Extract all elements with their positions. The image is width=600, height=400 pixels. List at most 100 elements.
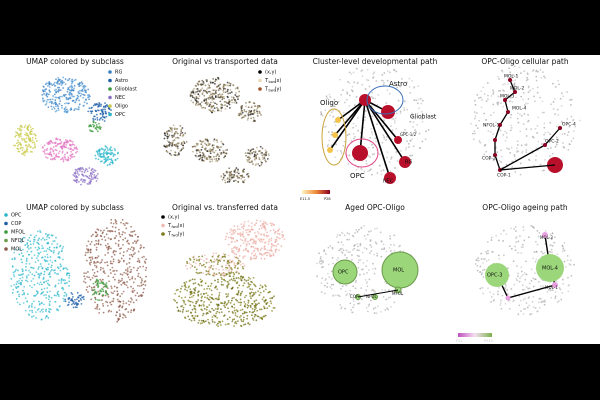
cell-dot — [100, 116, 103, 119]
cell-dot — [517, 251, 519, 254]
cell-dot — [180, 130, 183, 133]
node-label: MOL-4 — [512, 106, 526, 112]
cell-dot — [128, 261, 131, 264]
cell-dot — [71, 80, 74, 83]
cell-dot — [191, 314, 194, 317]
cell-dot — [81, 83, 84, 85]
cell-dot — [29, 126, 32, 128]
cell-dot — [82, 93, 85, 96]
cell-dot — [58, 305, 61, 308]
cell-dot — [353, 304, 355, 306]
node-label: Oligo — [320, 99, 338, 107]
cell-dot — [46, 147, 49, 150]
cell-dot — [318, 252, 321, 255]
cell-dot — [250, 222, 253, 225]
cell-dot — [514, 79, 517, 82]
cell-dot — [206, 158, 209, 161]
cell-dot — [219, 100, 222, 103]
cell-dot — [66, 90, 69, 93]
cell-dot — [372, 307, 375, 310]
cell-dot — [195, 258, 198, 260]
cell-dot — [243, 114, 246, 117]
cell-dot — [55, 88, 57, 91]
cell-dot — [22, 302, 25, 304]
cell-dot — [13, 257, 16, 259]
cell-dot — [383, 82, 385, 84]
cell-dot — [105, 286, 108, 288]
cell-dot — [236, 232, 239, 235]
cell-dot — [104, 289, 107, 292]
cell-dot — [528, 287, 531, 290]
cell-dot — [515, 74, 518, 77]
cell-dot — [261, 298, 264, 301]
cell-dot — [339, 304, 342, 306]
cell-dot — [566, 255, 569, 257]
cell-dot — [369, 156, 372, 158]
cell-dot — [560, 298, 563, 301]
cell-dot — [365, 159, 368, 162]
cell-dot — [62, 81, 65, 84]
cell-dot — [208, 103, 211, 106]
cell-dot — [194, 311, 197, 314]
cell-dot — [87, 177, 90, 180]
cell-dot — [18, 143, 20, 146]
cell-dot — [256, 247, 258, 250]
cell-dot — [244, 303, 247, 305]
cell-dot — [91, 256, 94, 259]
cell-dot — [198, 95, 201, 97]
cell-dot — [13, 283, 16, 286]
cell-dot — [240, 318, 242, 321]
cell-dot — [98, 155, 101, 157]
cell-dot — [188, 296, 191, 299]
cell-dot — [99, 243, 102, 246]
cell-dot — [19, 142, 22, 144]
legend-marker — [108, 78, 112, 83]
cell-dot — [25, 275, 28, 278]
cell-dot — [270, 248, 273, 250]
cell-dot — [490, 236, 493, 239]
cell-dot — [350, 73, 353, 75]
cell-dot — [22, 236, 25, 239]
cell-dot — [547, 131, 550, 134]
cell-dot — [191, 94, 194, 97]
cell-dot — [215, 297, 217, 300]
cell-dot — [185, 281, 188, 283]
cell-dot — [77, 92, 80, 95]
cell-dot — [176, 306, 179, 309]
cell-dot — [65, 267, 67, 270]
cell-dot — [15, 134, 18, 137]
cell-dot — [253, 155, 256, 158]
cell-dot — [46, 98, 49, 101]
cell-dot — [139, 285, 141, 287]
cell-dot — [519, 277, 521, 280]
cell-dot — [201, 255, 204, 258]
cell-dot — [336, 259, 338, 261]
cell-dot — [208, 105, 211, 107]
cell-dot — [28, 305, 31, 307]
cell-dot — [247, 113, 250, 116]
cell-dot — [223, 259, 225, 262]
cell-dot — [231, 286, 234, 289]
cell-dot — [200, 271, 202, 274]
cell-dot — [255, 163, 258, 166]
cell-dot — [200, 284, 203, 287]
cell-dot — [77, 106, 80, 109]
cell-dot — [223, 301, 226, 303]
cell-dot — [189, 263, 192, 266]
cell-dot — [490, 295, 493, 298]
cell-dot — [233, 101, 236, 104]
cell-dot — [534, 307, 537, 309]
cell-dot — [261, 156, 264, 159]
cell-dot — [37, 259, 40, 262]
cell-dot — [45, 315, 48, 318]
cell-dot — [239, 277, 242, 280]
cell-dot — [90, 125, 92, 128]
cell-dot — [474, 115, 477, 117]
cell-dot — [566, 91, 568, 93]
cell-dot — [487, 252, 490, 255]
cell-dot — [66, 79, 69, 82]
cell-dot — [232, 249, 235, 252]
cell-dot — [54, 156, 56, 159]
cell-dot — [572, 130, 575, 133]
cell-dot — [187, 286, 190, 289]
